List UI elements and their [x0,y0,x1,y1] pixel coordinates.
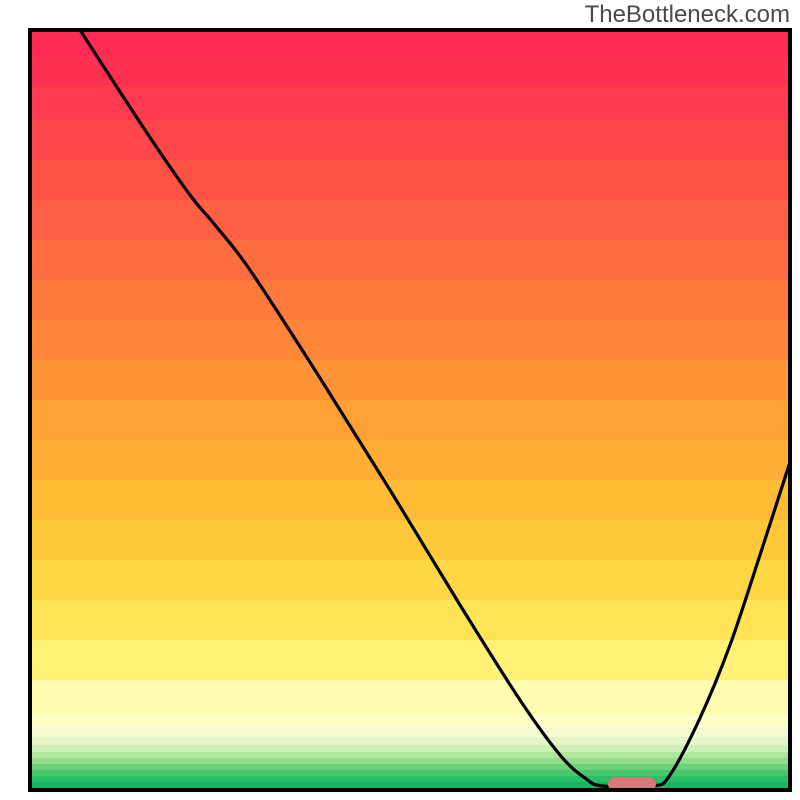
gradient-band [30,160,790,201]
watermark-text: TheBottleneck.com [585,1,790,28]
gradient-band [30,727,790,738]
gradient-band [30,520,790,561]
gradient-band [30,770,790,777]
gradient-band [30,560,790,601]
gradient-band [30,360,790,401]
heatmap-gradient [30,30,790,791]
gradient-band [30,240,790,281]
gradient-band [30,776,790,783]
bottleneck-chart: TheBottleneck.com [0,0,800,800]
gradient-band [30,737,790,746]
gradient-band [30,200,790,241]
gradient-band [30,480,790,521]
gradient-band [30,30,790,56]
gradient-band [30,600,790,641]
gradient-band [30,680,790,716]
gradient-band [30,752,790,759]
gradient-band [30,715,790,728]
gradient-band [30,745,790,753]
chart-container: TheBottleneck.com [0,0,800,800]
gradient-band [30,85,790,121]
gradient-band [30,280,790,321]
gradient-band [30,640,790,681]
gradient-band [30,440,790,481]
gradient-band [30,55,790,86]
gradient-band [30,400,790,441]
gradient-band [30,320,790,361]
